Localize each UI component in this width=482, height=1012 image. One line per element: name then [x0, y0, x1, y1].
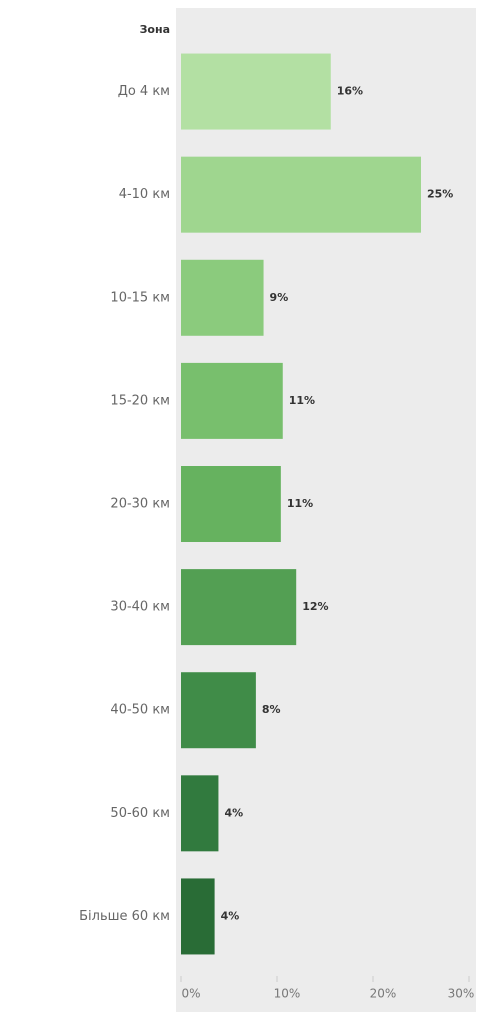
- data-label: 12%: [302, 600, 328, 613]
- data-label: 25%: [427, 188, 453, 201]
- data-label: 16%: [337, 85, 363, 98]
- bar: [181, 362, 283, 439]
- bar: [181, 259, 264, 336]
- bar: [181, 775, 219, 852]
- x-tick-label: 30%: [448, 987, 475, 1001]
- data-label: 11%: [287, 497, 313, 510]
- data-label: 11%: [289, 394, 315, 407]
- bar: [181, 53, 331, 130]
- bar: [181, 672, 256, 749]
- y-tick-label: 40-50 км: [110, 703, 170, 718]
- bar: [181, 569, 297, 646]
- bar: [181, 878, 215, 955]
- y-tick-label: 50-60 км: [110, 806, 170, 821]
- y-tick-label: 20-30 км: [110, 497, 170, 512]
- data-label: 4%: [221, 909, 240, 922]
- data-label: 4%: [224, 806, 243, 819]
- y-tick-label: 15-20 км: [110, 393, 170, 408]
- x-tick-label: 10%: [274, 987, 301, 1001]
- y-tick-label: 10-15 км: [110, 290, 170, 305]
- data-label: 8%: [262, 703, 281, 716]
- x-tick-label: 20%: [370, 987, 397, 1001]
- bar: [181, 156, 421, 233]
- y-tick-label: До 4 км: [118, 84, 170, 99]
- y-tick-label: 30-40 км: [110, 600, 170, 615]
- y-tick-label: 4-10 км: [119, 187, 170, 202]
- data-label: 9%: [270, 291, 289, 304]
- bar: [181, 466, 281, 542]
- y-tick-label: Більше 60 км: [79, 909, 170, 924]
- x-tick-label: 0%: [181, 987, 200, 1001]
- y-axis-header: Зона: [140, 23, 170, 36]
